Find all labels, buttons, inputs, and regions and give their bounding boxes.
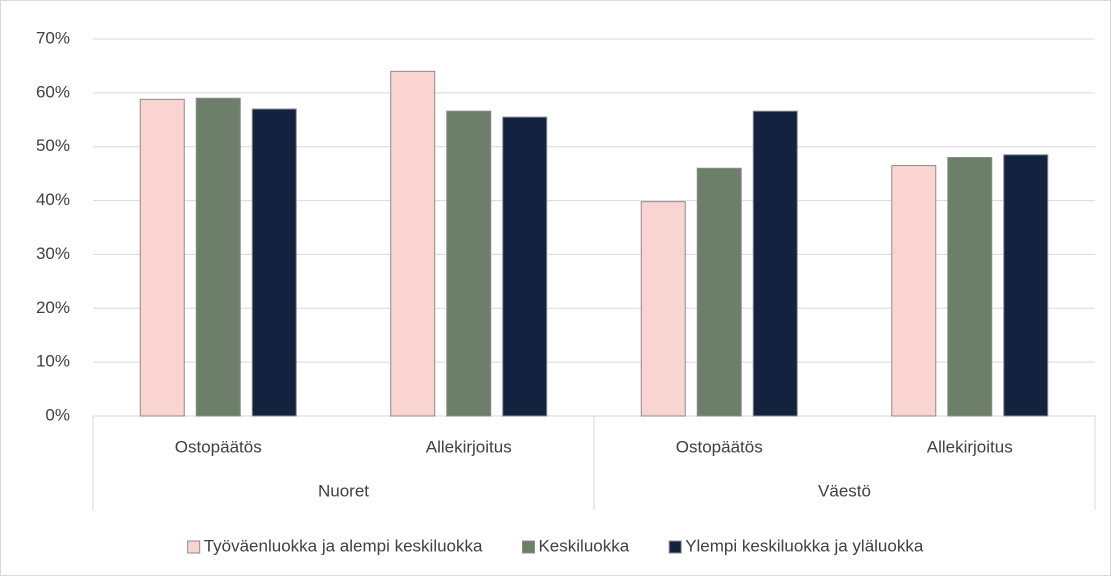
x-tick-label: Ostopäätös [676,437,763,456]
legend-swatch [187,540,201,554]
bar [696,167,742,417]
legend-item: Keskiluokka [521,536,630,555]
x-tick-label: Ostopäätös [175,437,262,456]
group-label: Väestö [818,481,871,500]
x-tick-label: Allekirjoitus [927,437,1013,456]
y-tick-label: 30% [36,244,70,263]
bar [502,116,548,417]
y-tick-label: 0% [45,405,70,424]
bar [195,97,241,417]
bar [947,156,993,417]
y-tick-label: 60% [36,82,70,101]
bar [891,165,937,417]
bar [139,98,185,417]
legend-item: Ylempi keskiluokka ja yläluokka [668,536,924,555]
legend-swatch [521,540,535,554]
x-tick-label: Allekirjoitus [426,437,512,456]
bar [390,70,436,417]
legend-label: Työväenluokka ja alempi keskiluokka [204,536,483,555]
bar [251,108,297,417]
bar [1003,154,1049,417]
legend-label: Ylempi keskiluokka ja yläluokka [685,536,924,555]
bar [446,110,492,417]
legend-swatch [668,540,682,554]
y-tick-label: 50% [36,136,70,155]
y-tick-label: 70% [36,28,70,47]
y-tick-label: 10% [36,352,70,371]
y-tick-label: 20% [36,298,70,317]
legend-item: Työväenluokka ja alempi keskiluokka [187,536,483,555]
legend-label: Keskiluokka [538,536,629,555]
bar [752,110,798,417]
group-label: Nuoret [318,481,369,500]
y-tick-label: 40% [36,190,70,209]
bar [640,201,686,417]
